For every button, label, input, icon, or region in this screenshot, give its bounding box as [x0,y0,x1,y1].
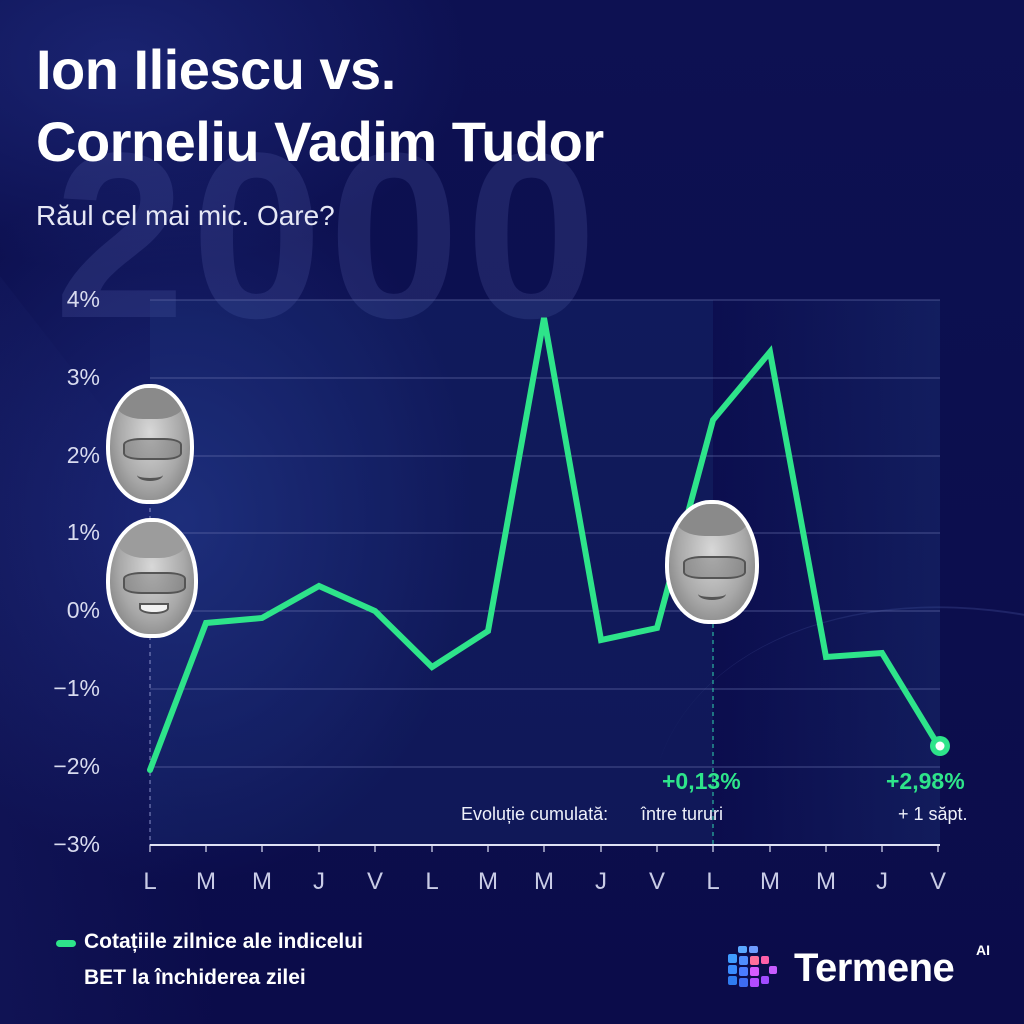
y-tick-label: −1% [53,675,100,701]
x-tick-label: J [595,868,607,895]
title-line-1: Ion Iliescu vs. [36,38,396,101]
legend-swatch [56,940,76,947]
between-rounds-label: între tururi [641,804,724,824]
x-tick-label: M [252,868,272,895]
brand-logo: Termene AI [724,942,990,994]
x-tick-label: J [313,868,325,895]
title-line-2: Corneliu Vadim Tudor [36,110,604,173]
vadim-tudor-portrait [106,518,198,638]
y-tick-label: 4% [66,286,100,312]
x-tick-label: M [816,868,836,895]
x-tick-label: L [143,868,157,895]
y-tick-label: −2% [53,753,100,779]
x-tick-label: V [929,868,946,895]
legend-label-line1: Cotațiile zilnice ale indicelui [84,930,363,953]
page-title: Ion Iliescu vs. Corneliu Vadim Tudor [36,34,604,178]
legend-label-line2: BET la închiderea zilei [84,966,306,989]
brand-suffix: AI [976,942,990,958]
cumulative-label: Evoluție cumulată: [461,804,609,824]
y-tick-label: 1% [66,519,100,545]
x-tick-label: M [534,868,554,895]
plus-week-change: +2,98% [886,768,965,794]
subtitle: Răul cel mai mic. Oare? [36,200,335,231]
y-tick-label: 2% [66,442,100,468]
x-tick-label: L [425,868,439,895]
x-tick-label: M [760,868,780,895]
iliescu-round2-portrait [665,500,759,624]
gridlines [150,299,940,768]
plus-week-label: + 1 săpt. [898,804,968,824]
x-tick-label: M [196,868,216,895]
x-tick-label: V [366,868,383,895]
y-tick-label: −3% [53,831,100,857]
brand-name: Termene [794,946,955,990]
x-tick-label: L [706,868,720,895]
x-tick-label: M [478,868,498,895]
between-rounds-change: +0,13% [662,768,741,794]
x-tick-label: J [876,868,888,895]
first-period-shade [150,300,713,845]
y-tick-label: 0% [66,597,100,623]
x-ticks [149,845,939,852]
x-tick-label: V [648,868,665,895]
cube-logo-icon [728,946,777,987]
year-watermark: 2000 [54,104,604,368]
iliescu-portrait [106,384,194,504]
bet-index-line [147,317,941,773]
y-tick-label: 3% [66,364,100,390]
